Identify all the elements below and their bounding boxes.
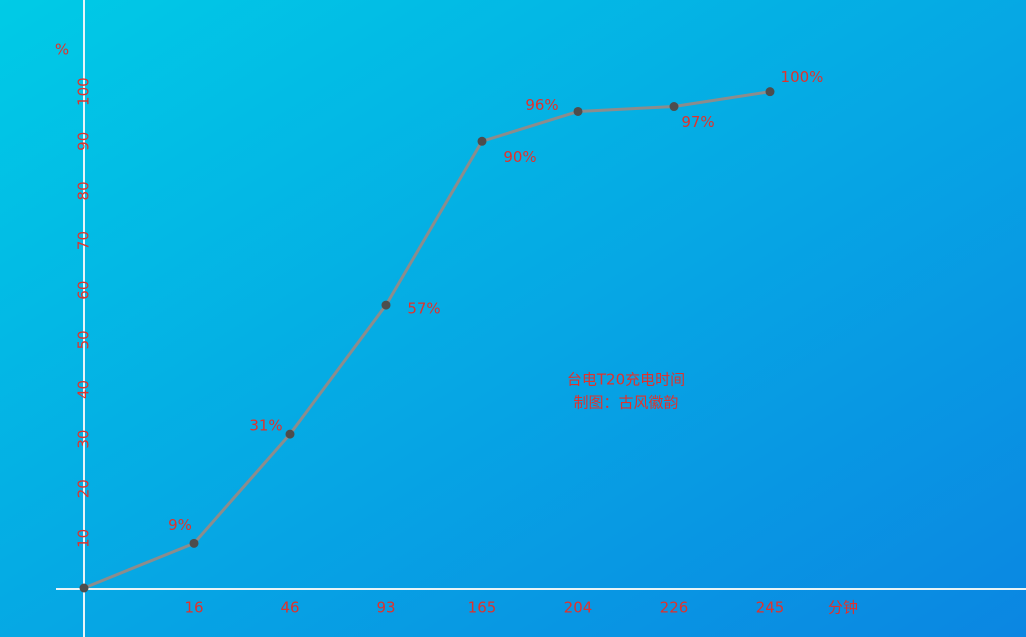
data-label: 9%	[168, 516, 192, 534]
x-tick-label: 245	[756, 599, 785, 617]
data-point	[381, 300, 391, 310]
x-tick-label: 165	[468, 599, 497, 617]
x-axis-label: 分钟	[828, 599, 858, 617]
data-point	[79, 583, 89, 593]
y-axis-label: %	[55, 41, 69, 59]
annotation: 台电T20充电时间	[567, 371, 685, 389]
x-tick-label: 46	[280, 599, 299, 617]
x-tick-label: 204	[564, 599, 593, 617]
data-label: 57%	[407, 300, 440, 318]
data-label: 31%	[249, 417, 282, 435]
data-point	[189, 538, 199, 548]
annotation: 制图：古风徽韵	[573, 394, 678, 412]
y-tick-label: 90	[75, 132, 93, 151]
x-tick-label: 93	[376, 599, 395, 617]
y-tick-label: 80	[75, 181, 93, 200]
data-label: 90%	[503, 148, 536, 166]
x-tick-label: 226	[660, 599, 689, 617]
y-tick-label: 50	[75, 330, 93, 349]
data-label: 96%	[525, 96, 558, 114]
data-point	[573, 106, 583, 116]
data-point	[669, 102, 679, 112]
data-point	[285, 429, 295, 439]
data-point	[765, 87, 775, 97]
y-tick-label: 60	[75, 281, 93, 300]
y-tick-label: 30	[75, 430, 93, 449]
y-tick-label: 10	[75, 529, 93, 548]
y-tick-label: 40	[75, 380, 93, 399]
line	[83, 90, 771, 590]
y-tick-label: 70	[75, 231, 93, 250]
x-tick-label: 16	[184, 599, 203, 617]
data-point	[477, 136, 487, 146]
y-tick-label: 20	[75, 479, 93, 498]
data-label: 100%	[781, 68, 824, 86]
y-tick-label: 100	[75, 77, 93, 106]
data-label: 97%	[681, 113, 714, 131]
